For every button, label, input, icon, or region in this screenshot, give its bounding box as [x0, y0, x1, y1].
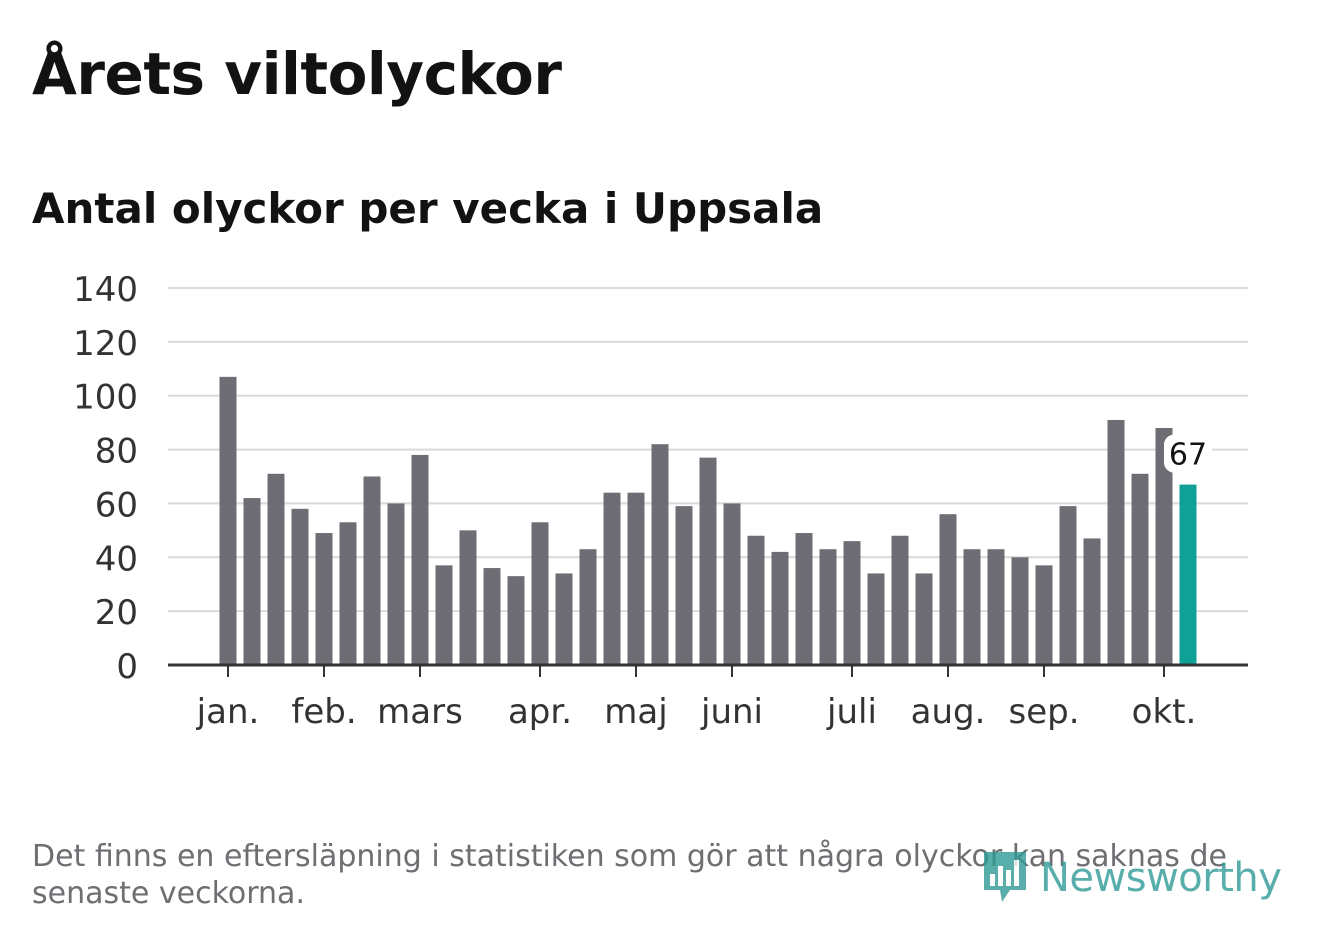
bar	[315, 533, 333, 665]
y-tick-label: 100	[73, 378, 138, 418]
y-axis-ticks: 0 20 40 60 80 100 120 140	[73, 270, 138, 687]
bar	[699, 457, 717, 665]
bar	[1035, 565, 1053, 665]
bar	[915, 573, 933, 665]
bar	[747, 535, 765, 665]
bar	[435, 565, 453, 665]
bar	[459, 530, 477, 665]
bar	[267, 473, 285, 665]
bar	[603, 492, 621, 665]
data-label-bg	[1164, 434, 1212, 473]
newsworthy-logo: Newsworthy	[980, 846, 1282, 910]
data-labels: 67	[1164, 434, 1212, 473]
bar	[723, 503, 741, 665]
bar	[1059, 506, 1077, 665]
footnote: Det finns en eftersläpning i statistiken…	[32, 839, 1227, 911]
bar	[1107, 419, 1125, 665]
x-tick-label: mars	[377, 692, 463, 732]
bar	[1083, 538, 1101, 665]
x-tick-label: okt.	[1132, 692, 1197, 732]
bar	[387, 503, 405, 665]
x-axis: jan. feb. mars apr. maj juni juli aug. sep. okt.	[168, 663, 1248, 732]
bar	[1011, 557, 1029, 665]
x-tick-label: jan.	[196, 692, 260, 732]
y-tick-label: 0	[116, 647, 138, 687]
bar	[771, 551, 789, 665]
bar	[219, 376, 237, 665]
bar	[363, 476, 381, 665]
y-tick-label: 120	[73, 324, 138, 364]
bar	[627, 492, 645, 665]
bar	[531, 522, 549, 665]
bar	[939, 514, 957, 665]
bar	[555, 573, 573, 665]
x-tick-label: apr.	[508, 692, 572, 732]
y-tick-label: 20	[95, 593, 138, 633]
x-tick-label: juni	[700, 692, 763, 732]
logo-text: Newsworthy	[1040, 855, 1282, 901]
bar	[963, 549, 981, 665]
x-tick-label: maj	[604, 692, 667, 732]
y-tick-label: 60	[95, 485, 138, 525]
bar	[867, 573, 885, 665]
bar	[507, 576, 525, 665]
bar	[411, 454, 429, 665]
x-tick-label: aug.	[911, 692, 986, 732]
x-tick-label: juli	[826, 692, 877, 732]
bar	[891, 535, 909, 665]
y-tick-label: 140	[73, 270, 138, 310]
y-tick-label: 80	[95, 432, 138, 472]
y-tick-label: 40	[95, 539, 138, 579]
bar	[339, 522, 357, 665]
bar	[819, 549, 837, 665]
bars	[219, 376, 1197, 665]
bar	[843, 541, 861, 665]
bar	[651, 444, 669, 665]
bar	[987, 549, 1005, 665]
newsworthy-chart-bubble-icon	[984, 852, 1026, 902]
bar	[291, 508, 309, 665]
bar	[579, 549, 597, 665]
bar-highlight	[1179, 484, 1197, 665]
bar	[243, 498, 261, 665]
bar	[1131, 473, 1149, 665]
bar	[795, 533, 813, 665]
x-tick-label: feb.	[291, 692, 356, 732]
chart-title: Årets viltolyckor	[32, 40, 562, 108]
x-tick-label: sep.	[1008, 692, 1079, 732]
bar	[675, 506, 693, 665]
data-label: 67	[1169, 438, 1207, 473]
bar	[1155, 428, 1173, 665]
chart-subtitle: Antal olyckor per vecka i Uppsala	[32, 184, 824, 233]
bar	[483, 568, 501, 665]
